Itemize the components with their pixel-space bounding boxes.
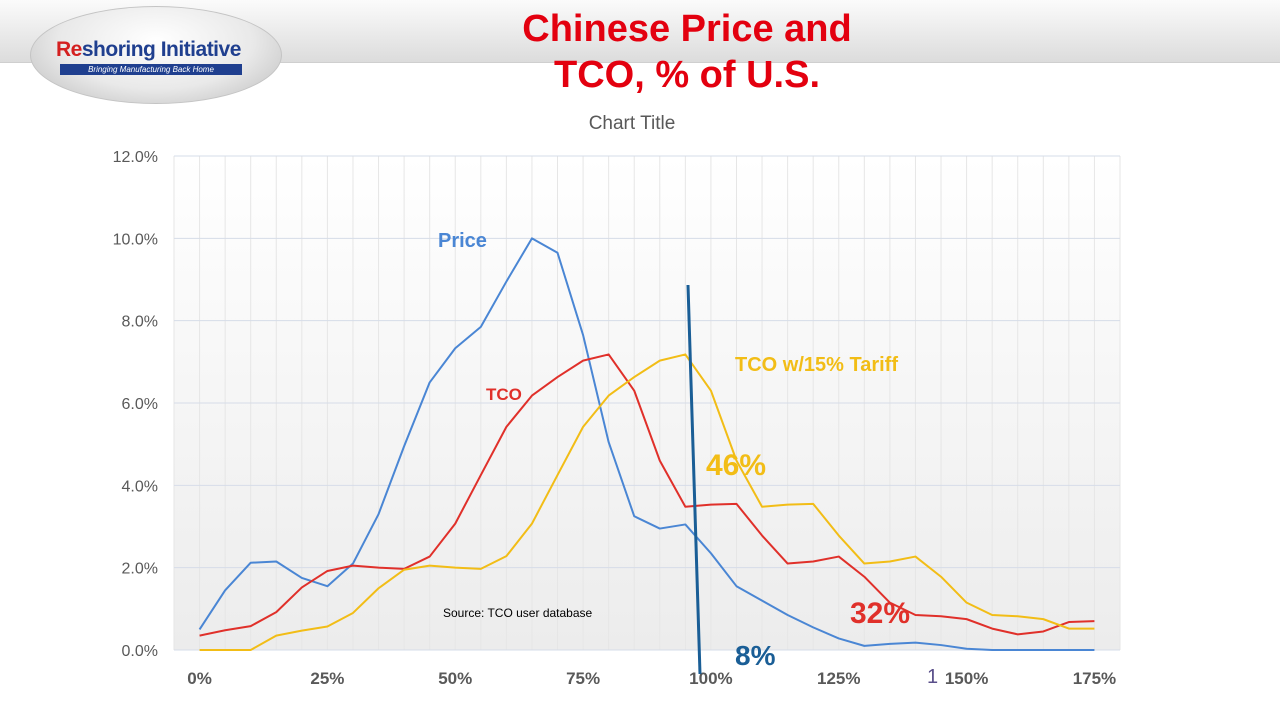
tco-series-label: TCO bbox=[486, 385, 522, 404]
series-line-tco bbox=[199, 353, 1095, 637]
y-tick-label: 6.0% bbox=[122, 396, 158, 413]
series-lines bbox=[198, 237, 1095, 651]
annotation-46-percent: 46% bbox=[706, 449, 766, 482]
series-line-tariff bbox=[199, 353, 1095, 651]
slide-title-line1: Chinese Price and bbox=[522, 8, 852, 50]
tariff-series-label: TCO w/15% Tariff bbox=[735, 354, 898, 376]
annotation-32-percent: 32% bbox=[850, 597, 910, 630]
price-series-label: Price bbox=[438, 230, 487, 252]
x-axis-tick-labels: 0% 25% 50% 75% 100% 125% 150% 175% bbox=[187, 669, 1116, 688]
y-tick-label: 10.0% bbox=[113, 231, 158, 248]
x-tick-label: 0% bbox=[187, 669, 212, 688]
annotation-8-percent: 8% bbox=[735, 640, 776, 671]
logo bbox=[30, 6, 282, 104]
y-tick-label: 8.0% bbox=[122, 314, 158, 331]
x-tick-label: 175% bbox=[1073, 669, 1116, 688]
logo-text: Reshoring Initiative bbox=[56, 38, 241, 62]
logo-text-re: Re bbox=[56, 38, 82, 61]
stray-digit: 1 bbox=[927, 666, 938, 688]
x-tick-label: 25% bbox=[310, 669, 344, 688]
y-tick-label: 0.0% bbox=[122, 643, 158, 660]
hundred-percent-marker-line bbox=[686, 284, 702, 675]
x-tick-label: 150% bbox=[945, 669, 988, 688]
y-tick-label: 4.0% bbox=[122, 478, 158, 495]
x-tick-label: 100% bbox=[689, 669, 732, 688]
major-gridlines bbox=[174, 155, 1120, 651]
logo-tagline: Bringing Manufacturing Back Home bbox=[60, 64, 242, 75]
x-tick-label: 125% bbox=[817, 669, 860, 688]
logo-text-rest: shoring Initiative bbox=[81, 38, 242, 61]
x-tick-label: 75% bbox=[566, 669, 600, 688]
slide-title: Chinese Price and TCO, % of U.S. bbox=[450, 6, 924, 98]
y-axis-tick-labels: 0.0% 2.0% 4.0% 6.0% 8.0% 10.0% 12.0% bbox=[113, 149, 158, 660]
y-tick-label: 2.0% bbox=[122, 561, 158, 578]
source-note: Source: TCO user database bbox=[443, 606, 593, 620]
chart-title: Chart Title bbox=[588, 113, 676, 134]
slide-title-line2: TCO, % of U.S. bbox=[554, 54, 820, 96]
x-tick-label: 50% bbox=[438, 669, 472, 688]
y-tick-label: 12.0% bbox=[113, 149, 158, 166]
